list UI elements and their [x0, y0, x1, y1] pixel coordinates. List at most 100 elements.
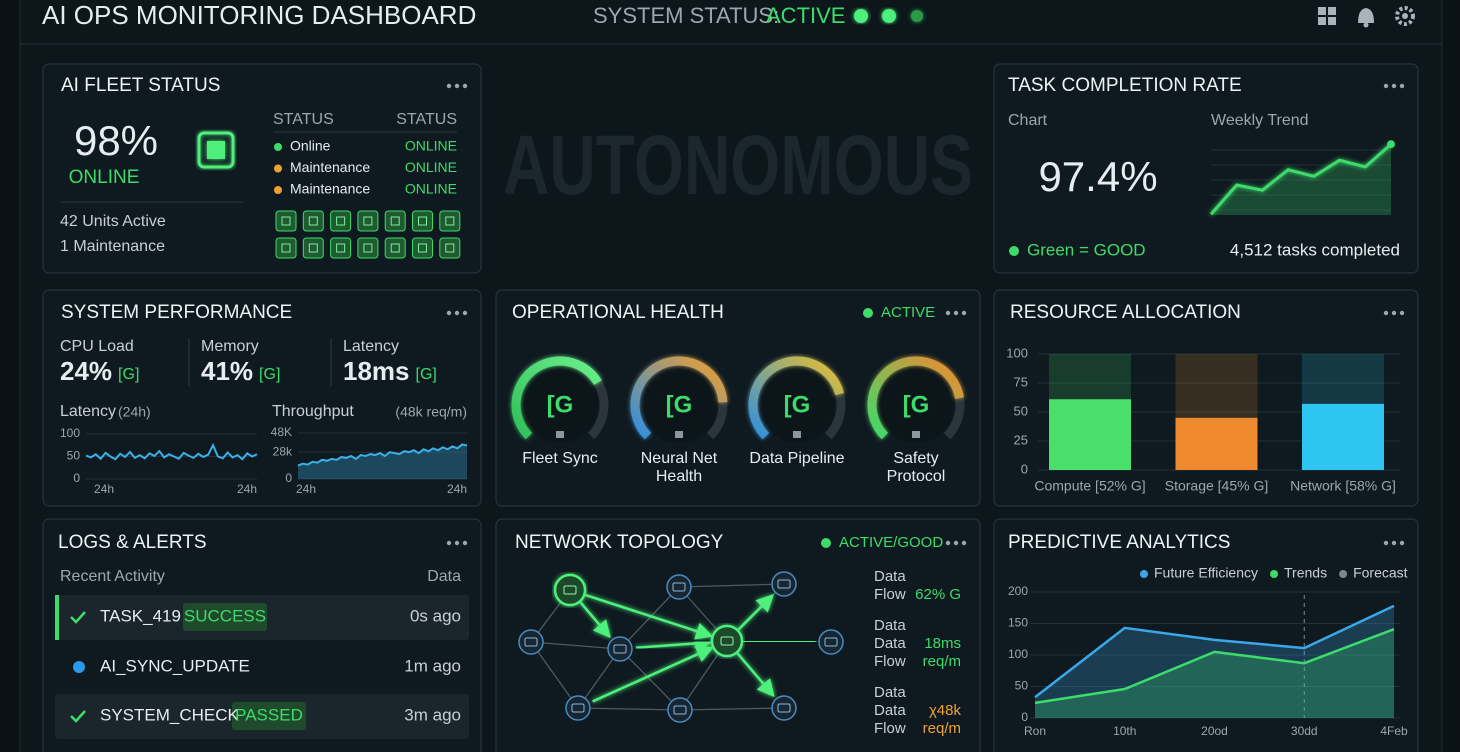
- gauge-arc: [511, 356, 602, 440]
- chip-core: [390, 216, 400, 226]
- legend-dot: [1009, 246, 1019, 256]
- area-fill: [1035, 629, 1394, 718]
- gauge-label: Data Pipeline: [749, 450, 844, 467]
- status-dot: [274, 164, 282, 173]
- chip-core: [390, 243, 400, 253]
- panel-title: RESOURCE ALLOCATION: [1010, 302, 1241, 323]
- log-badge: SUCCESS: [184, 606, 266, 625]
- menu-button[interactable]: [446, 540, 468, 546]
- log-time: 3m ago: [404, 705, 461, 724]
- node-icon: [777, 703, 791, 713]
- y-tick-label: 25: [1014, 432, 1028, 447]
- row-name: Maintenance: [290, 181, 370, 197]
- chip-core: [308, 243, 318, 253]
- y-tick-label: 150: [1008, 616, 1028, 630]
- y-tick-label: 200: [1008, 584, 1028, 598]
- chip: [384, 237, 406, 259]
- gauge-label: Health: [656, 468, 702, 485]
- status-text: ACTIVE: [881, 304, 935, 321]
- series-line: [1034, 628, 1395, 705]
- chip: [302, 210, 324, 232]
- legend-text: Green = GOOD: [1027, 240, 1146, 259]
- y-tick-label: 75: [1014, 374, 1028, 389]
- panel-title: LOGS & ALERTS: [58, 532, 207, 553]
- node: [607, 636, 633, 662]
- y-tick-label: 100: [1006, 345, 1028, 360]
- task-completed: 4,512 tasks completed: [1230, 240, 1400, 259]
- node-icon: [672, 582, 686, 592]
- chip: [275, 210, 297, 232]
- stat-label: Data: [874, 568, 906, 585]
- stat-value: 18ms: [924, 635, 961, 652]
- chip: [330, 237, 352, 259]
- gauge-face: [759, 367, 835, 443]
- y-tick-label: 0: [1021, 461, 1028, 476]
- bar: [1049, 399, 1131, 470]
- flow-link: [592, 646, 715, 703]
- gauge-label: Safety: [893, 450, 938, 467]
- node: [818, 629, 844, 655]
- label: Chart: [1008, 112, 1048, 129]
- menu-button[interactable]: [945, 310, 967, 316]
- fleet-percent: 98%: [74, 117, 158, 164]
- chip-core: [281, 243, 291, 253]
- node-icon: [571, 703, 585, 713]
- check-icon: [70, 611, 86, 624]
- log-row-accent: [55, 595, 59, 640]
- stat-label: Data: [874, 635, 906, 652]
- gauge-label: Protocol: [887, 468, 946, 485]
- node-icon: [563, 585, 577, 595]
- menu-button[interactable]: [446, 310, 468, 316]
- header-icons[interactable]: [1318, 6, 1415, 28]
- chart-subtitle: (24h): [118, 404, 151, 420]
- metric-value: 41%: [201, 356, 253, 386]
- gauge-icon: [912, 431, 920, 438]
- x-tick-label: 10th: [1113, 724, 1136, 738]
- x-tick-label: Ron: [1024, 724, 1046, 738]
- gauge-arc: [630, 356, 728, 440]
- flow-link: [742, 632, 817, 651]
- unit-chips: [275, 210, 461, 259]
- menu-dot: [953, 540, 959, 546]
- stat-label: Data: [874, 702, 906, 719]
- menu-dot: [462, 83, 468, 89]
- panel-title: PREDICTIVE ANALYTICS: [1008, 532, 1230, 553]
- fleet-units: 42 Units Active: [60, 213, 166, 230]
- check-icon: [70, 710, 86, 723]
- node: [666, 574, 692, 600]
- x-tick-label: Network [58% G]: [1290, 478, 1396, 494]
- series-line: [1034, 604, 1395, 699]
- stat-label: Flow: [874, 653, 906, 670]
- menu-button[interactable]: [1383, 83, 1405, 89]
- stat-label: Flow: [874, 720, 906, 737]
- y-tick-label: 50: [1014, 403, 1028, 418]
- menu-button[interactable]: [1383, 540, 1405, 546]
- menu-dot: [454, 310, 460, 316]
- label: Weekly Trend: [1211, 112, 1309, 129]
- chip-core: [363, 243, 373, 253]
- menu-dot: [446, 83, 452, 89]
- menu-dot: [945, 540, 951, 546]
- status-label: SYSTEM STATUS:: [593, 3, 779, 28]
- menu-dot: [1399, 540, 1405, 546]
- chip: [412, 210, 433, 232]
- y-tick-label: 48K: [271, 425, 292, 439]
- metric-tag: [G]: [259, 366, 280, 383]
- menu-button[interactable]: [1383, 310, 1405, 316]
- stat-value: χ48k: [929, 702, 962, 719]
- menu-button[interactable]: [446, 83, 468, 89]
- gauge-glyph: [G: [903, 391, 930, 418]
- y-tick-label: 0: [285, 471, 292, 485]
- y-tick-label: 50: [1015, 679, 1029, 693]
- node: [565, 695, 591, 721]
- chip-core: [336, 216, 346, 226]
- menu-dot: [961, 310, 967, 316]
- panel-title: TASK COMPLETION RATE: [1008, 75, 1242, 96]
- node-icon: [720, 636, 734, 646]
- panel-title: OPERATIONAL HEALTH: [512, 302, 724, 323]
- chip: [412, 237, 433, 259]
- info-dot: [73, 661, 85, 673]
- menu-dot: [454, 540, 460, 546]
- menu-button[interactable]: [945, 540, 967, 546]
- menu-dot: [454, 83, 460, 89]
